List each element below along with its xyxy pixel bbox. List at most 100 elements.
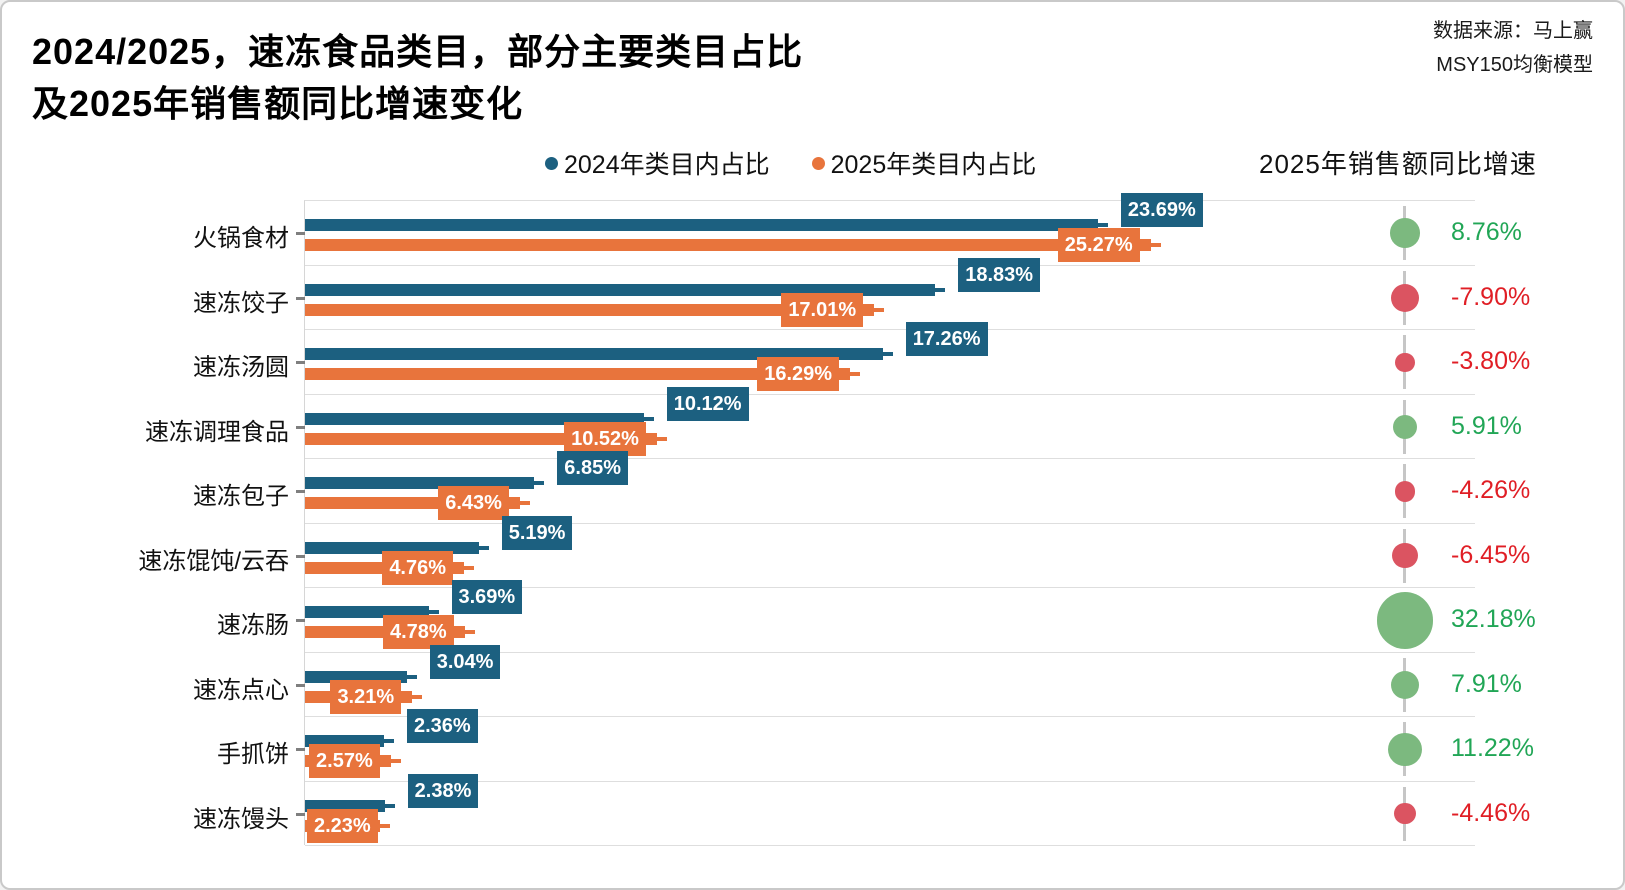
- bar-label-2024: 2.38%: [407, 773, 479, 808]
- growth-bubble: [1394, 803, 1416, 825]
- category-axis-tick: [296, 361, 305, 364]
- bar-2024-end-whisker: [643, 416, 654, 421]
- legend-dot-2025-icon: [811, 156, 825, 170]
- bar-2025-end-whisker: [379, 823, 390, 828]
- data-source-line2: MSY150均衡模型: [1436, 54, 1593, 76]
- bar-2025-end-whisker: [464, 565, 475, 570]
- growth-bubble: [1394, 480, 1416, 502]
- bar-2025-end-whisker: [412, 694, 423, 699]
- bar-label-2025: 17.01%: [781, 292, 864, 327]
- bar-label-2025: 2.57%: [309, 744, 380, 778]
- data-source-line1: 数据来源：马上赢: [1433, 20, 1593, 42]
- category-label: 速冻馄饨/云吞: [138, 547, 289, 575]
- growth-bubble: [1390, 670, 1420, 699]
- growth-bubble: [1392, 543, 1418, 569]
- bar-label-2025: 2.23%: [307, 808, 378, 843]
- legend-dot-2024-icon: [545, 156, 558, 170]
- bar-label-2024: 18.83%: [958, 257, 1041, 292]
- growth-value: -4.26%: [1451, 476, 1531, 504]
- legend-item-2025: 2025年类目内占比: [811, 145, 1037, 181]
- category-label: 火锅食材: [193, 225, 289, 252]
- category-row: 速冻包子 6.85% 6.43% -4.26%: [193, 451, 1530, 524]
- growth-value: 11.22%: [1451, 734, 1534, 762]
- growth-value: -3.80%: [1451, 347, 1531, 375]
- category-row: 速冻肠 3.69% 4.78% 32.18%: [217, 580, 1536, 653]
- category-row: 速冻馒头 2.38% 2.23% -4.46%: [193, 773, 1530, 846]
- legend: 2024年类目内占比 2025年类目内占比: [545, 145, 1036, 181]
- category-row: 火锅食材 23.69% 25.27% 8.76%: [193, 193, 1522, 266]
- bar-2024-end-whisker: [384, 803, 395, 808]
- legend-label-2025: 2025年类目内占比: [830, 151, 1037, 179]
- category-axis-tick: [296, 683, 305, 687]
- category-row: 速冻点心 3.04% 3.21% 7.91%: [193, 644, 1522, 717]
- bar-label-2025: 10.52%: [564, 421, 646, 456]
- category-row: 速冻调理食品 10.12% 10.52% 5.91%: [145, 386, 1522, 459]
- bar-2025-end-whisker: [1150, 243, 1161, 247]
- category-axis-tick: [296, 425, 305, 429]
- category-axis-tick: [296, 232, 305, 235]
- category-row: 速冻饺子 18.83% 17.01% -7.90%: [193, 257, 1530, 330]
- bar-2025-end-whisker: [391, 759, 402, 763]
- bar-label-2024: 5.19%: [501, 515, 573, 550]
- category-axis-tick: [296, 812, 305, 816]
- bar-label-2024: 17.26%: [905, 322, 988, 356]
- data-source: 数据来源：马上赢 MSY150均衡模型: [1433, 14, 1593, 82]
- category-axis-tick: [296, 748, 305, 751]
- growth-value: 8.76%: [1451, 218, 1522, 246]
- plot-area: 火锅食材 23.69% 25.27% 8.76% 速冻饺子 18.83% 17.…: [138, 193, 1536, 846]
- growth-column-header: 2025年销售额同比增速: [1259, 149, 1537, 179]
- bar-label-2024: 10.12%: [666, 386, 749, 421]
- category-row: 速冻馄饨/云吞 5.19% 4.76% -6.45%: [138, 515, 1530, 588]
- bar-label-2025: 4.78%: [382, 615, 454, 649]
- bar-2024-end-whisker: [478, 545, 489, 550]
- growth-value: -6.45%: [1451, 540, 1531, 569]
- bar-2024: [305, 283, 936, 296]
- category-label: 速冻调理食品: [145, 418, 289, 446]
- growth-bubble: [1390, 218, 1420, 249]
- chart-title: 2024/2025，速冻食品类目，部分主要类目占比 及2025年销售额同比增速变…: [32, 26, 803, 130]
- bar-2024-end-whisker: [383, 739, 394, 743]
- growth-bubble: [1376, 591, 1434, 649]
- bar-label-2024: 3.04%: [429, 644, 501, 679]
- bar-2024-end-whisker: [534, 481, 545, 485]
- category-axis-tick: [296, 296, 305, 300]
- bar-2025-end-whisker: [520, 501, 531, 505]
- bar-label-2024: 6.85%: [557, 451, 628, 485]
- bar-label-2025: 16.29%: [757, 357, 840, 391]
- category-row: 速冻汤圆 17.26% 16.29% -3.80%: [193, 322, 1530, 395]
- bar-label-2025: 4.76%: [382, 550, 454, 585]
- category-label: 速冻点心: [193, 676, 289, 704]
- bar-2024: [305, 348, 883, 360]
- category-label: 速冻汤圆: [193, 354, 289, 381]
- category-axis-tick: [296, 554, 305, 558]
- bar-2025-end-whisker: [657, 436, 668, 441]
- bar-2024: [305, 219, 1098, 231]
- bar-label-2024: 2.36%: [406, 709, 478, 743]
- category-axis-tick: [296, 619, 305, 622]
- chart-title-line2: 及2025年销售额同比增速变化: [32, 83, 524, 124]
- growth-value: -7.90%: [1451, 282, 1531, 311]
- bar-2025: [305, 368, 851, 380]
- bar-2024-end-whisker: [406, 674, 417, 679]
- legend-item-2024: 2024年类目内占比: [545, 145, 770, 181]
- bar-2025: [305, 303, 875, 316]
- growth-value: -4.46%: [1451, 798, 1531, 827]
- bar-label-2025: 6.43%: [438, 486, 509, 520]
- bar-2024-end-whisker: [428, 610, 439, 614]
- bar-2024-end-whisker: [935, 287, 946, 292]
- category-label: 速冻肠: [217, 612, 289, 639]
- growth-value: 5.91%: [1451, 411, 1522, 440]
- bar-2024-end-whisker: [882, 352, 893, 356]
- chart-title-line1: 2024/2025，速冻食品类目，部分主要类目占比: [32, 31, 804, 72]
- bar-label-2025: 3.21%: [330, 679, 402, 714]
- bar-2024-end-whisker: [1097, 223, 1108, 227]
- category-label: 速冻馒头: [193, 805, 289, 833]
- bar-2025-end-whisker: [850, 372, 861, 376]
- bar-label-2024: 23.69%: [1120, 193, 1203, 227]
- category-row: 手抓饼 2.36% 2.57% 11.22%: [217, 709, 1534, 782]
- bar-2025-end-whisker: [464, 630, 475, 634]
- category-label: 速冻包子: [193, 483, 289, 510]
- category-label: 手抓饼: [217, 741, 289, 768]
- category-axis-tick: [296, 490, 305, 493]
